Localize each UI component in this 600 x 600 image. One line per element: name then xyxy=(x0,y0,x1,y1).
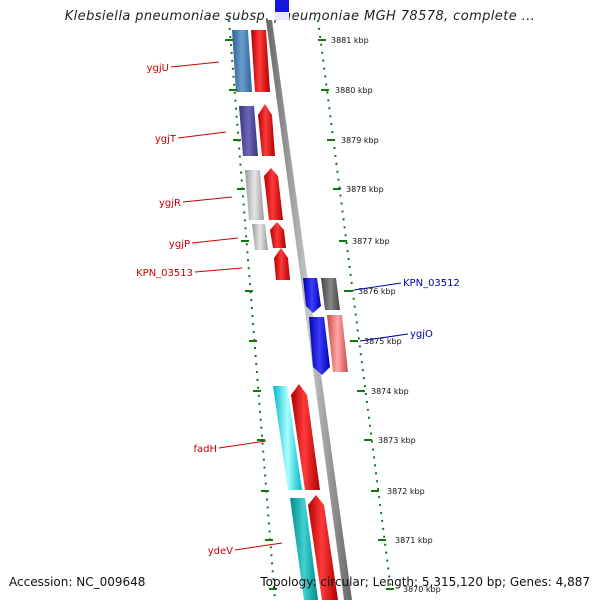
forward-genes[interactable] xyxy=(232,30,338,600)
gene-label-fadH[interactable]: fadH xyxy=(193,444,217,455)
gene-leader-line xyxy=(170,61,220,68)
tick-label: 3878 kbp xyxy=(346,185,384,194)
tick-label: 3881 kbp xyxy=(331,36,369,45)
accession-label: Accession: NC_009648 xyxy=(9,575,146,589)
gene-leader-line xyxy=(234,542,283,551)
tick-label: 3880 kbp xyxy=(335,86,373,95)
reverse-genes[interactable] xyxy=(303,278,348,375)
gene-arrow-ygjP xyxy=(270,222,286,248)
gene-block-KPN_03512-b xyxy=(321,278,340,310)
gene-label-ygjT[interactable]: ygjT xyxy=(155,134,177,145)
tick-label: 3876 kbp xyxy=(358,287,396,296)
gene-block-ygjU-a xyxy=(232,30,252,92)
gene-label-ydeV[interactable]: ydeV xyxy=(208,546,233,557)
gene-arrow-fadH xyxy=(291,384,320,490)
tick-label: 3871 kbp xyxy=(395,536,433,545)
gene-arrow-ygjT xyxy=(258,104,275,156)
tick-label: 3879 kbp xyxy=(341,136,379,145)
map-title: Klebsiella pneumoniae subsp. pneumoniae … xyxy=(64,9,536,24)
genome-summary: Topology: circular; Length: 5,315,120 bp… xyxy=(260,575,590,589)
gene-arrow-ygjO xyxy=(309,317,330,375)
gene-label-ygjU[interactable]: ygjU xyxy=(147,63,169,74)
gene-block-ygjT-a xyxy=(239,106,258,156)
gene-arrow-KPN_03513 xyxy=(274,248,290,280)
gene-leader-line xyxy=(194,267,243,273)
gene-leader-line xyxy=(359,333,409,342)
gene-arrow-ygjR xyxy=(264,168,283,220)
backbone xyxy=(266,20,352,600)
tick-label: 3875 kbp xyxy=(364,337,402,346)
gene-leader-line xyxy=(218,440,267,449)
gene-block-fadH-a xyxy=(273,386,302,490)
gene-label-KPN_03512[interactable]: KPN_03512 xyxy=(403,278,460,289)
tick-label: 3874 kbp xyxy=(371,387,409,396)
gene-block-ygjP-a xyxy=(252,224,268,250)
scale-ticks: 3881 kbp 3880 kbp 3879 kbp 3878 kbp 3877 kbp… xyxy=(225,36,441,594)
tick-label: 3877 kbp xyxy=(352,237,390,246)
tick-label: 3872 kbp xyxy=(387,487,425,496)
gene-label-ygjP[interactable]: ygjP xyxy=(169,239,190,250)
gene-block-top-clipped[interactable] xyxy=(275,0,289,12)
gene-label-KPN_03513[interactable]: KPN_03513 xyxy=(136,268,193,279)
gene-block-ydeV-a xyxy=(290,498,318,600)
tick-label: 3873 kbp xyxy=(378,436,416,445)
gene-label-ygjO[interactable]: ygjO xyxy=(410,329,433,340)
gene-arrow-ydeV xyxy=(308,495,338,600)
gene-labels: ygjU ygjT ygjR ygjP KPN_03513 fadH ydeV KPN_035… xyxy=(136,61,460,557)
gene-block-ygjU-b xyxy=(251,30,270,92)
gene-arrow-KPN_03512 xyxy=(303,278,321,313)
outer-boundary-left xyxy=(228,19,276,600)
gene-block-ygjR-a xyxy=(245,170,264,220)
gene-leader-line xyxy=(191,237,239,244)
gene-leader-line xyxy=(177,131,227,139)
gene-label-ygjR[interactable]: ygjR xyxy=(159,198,181,209)
gene-leader-line xyxy=(353,282,402,291)
gene-block-top-fade xyxy=(275,12,289,20)
gene-block-ygjO-b xyxy=(327,315,348,372)
gene-leader-line xyxy=(182,196,233,203)
tick-label: 3870 kbp xyxy=(403,585,441,594)
